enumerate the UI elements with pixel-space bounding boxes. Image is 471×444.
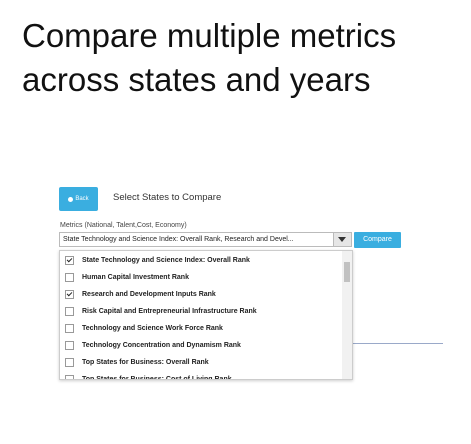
back-label: Back <box>75 196 89 202</box>
scroll-thumb[interactable] <box>344 262 350 282</box>
option-label: Research and Development Inputs Rank <box>82 291 216 298</box>
background-line <box>353 343 443 344</box>
metric-option[interactable]: Research and Development Inputs Rank <box>60 286 342 303</box>
metrics-label: Metrics (National, Talent,Cost, Economy) <box>60 222 187 229</box>
checkbox[interactable] <box>65 375 74 379</box>
metrics-dropdown[interactable]: State Technology and Science Index: Over… <box>59 232 352 247</box>
dropdown-arrow[interactable] <box>333 233 351 246</box>
dropdown-value: State Technology and Science Index: Over… <box>63 236 294 243</box>
checkbox[interactable] <box>65 358 74 367</box>
option-label: Human Capital Investment Rank <box>82 274 189 281</box>
slide-title: Compare multiple metrics across states a… <box>22 17 397 98</box>
back-icon <box>68 196 74 202</box>
scrollbar[interactable] <box>342 251 352 379</box>
option-label: Top States for Business: Overall Rank <box>82 359 209 366</box>
option-label: Technology and Science Work Force Rank <box>82 325 223 332</box>
checkbox[interactable] <box>65 324 74 333</box>
checkbox[interactable] <box>65 273 74 282</box>
option-label: Technology Concentration and Dynamism Ra… <box>82 342 241 349</box>
back-button[interactable]: Back <box>59 187 98 211</box>
metric-option[interactable]: Human Capital Investment Rank <box>60 269 342 286</box>
options-list: State Technology and Science Index: Over… <box>59 250 353 380</box>
checkbox[interactable] <box>65 307 74 316</box>
option-label: Risk Capital and Entrepreneurial Infrast… <box>82 308 257 315</box>
metric-option[interactable]: Top States for Business: Overall Rank <box>60 354 342 371</box>
option-label: Top States for Business: Cost of Living … <box>82 376 232 380</box>
checkbox[interactable] <box>65 341 74 350</box>
metric-option[interactable]: Top States for Business: Cost of Living … <box>60 371 342 380</box>
metric-option[interactable]: Risk Capital and Entrepreneurial Infrast… <box>60 303 342 320</box>
metric-option[interactable]: State Technology and Science Index: Over… <box>60 252 342 269</box>
metric-option[interactable]: Technology and Science Work Force Rank <box>60 320 342 337</box>
metric-option[interactable]: Technology Concentration and Dynamism Ra… <box>60 337 342 354</box>
checkbox[interactable] <box>65 290 74 299</box>
heading: Select States to Compare <box>113 192 222 203</box>
compare-button[interactable]: Compare <box>354 232 401 248</box>
checkbox[interactable] <box>65 256 74 265</box>
option-label: State Technology and Science Index: Over… <box>82 257 250 264</box>
